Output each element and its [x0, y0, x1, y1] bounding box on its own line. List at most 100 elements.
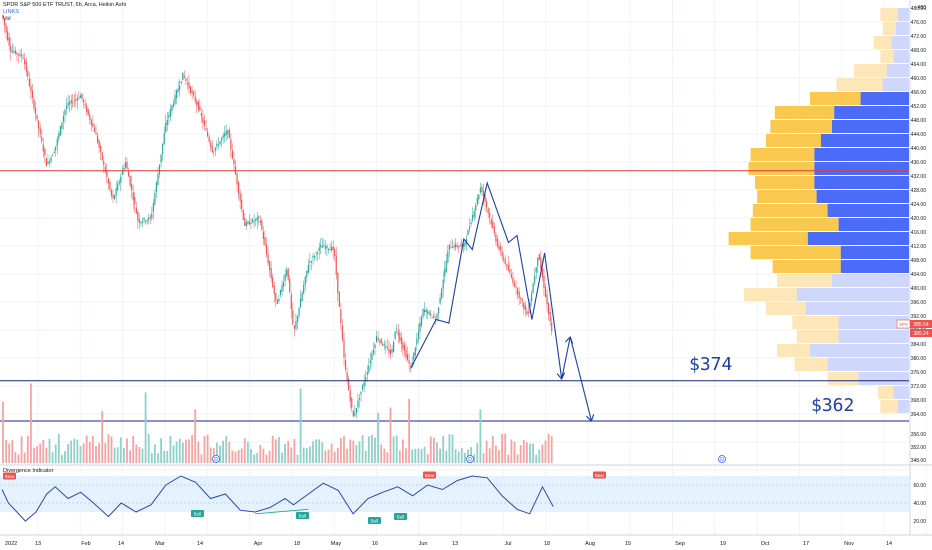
symbol-legend: SPDR S&P 500 ETF TRUST, 6h, Arca, Heikin… — [3, 2, 126, 8]
volume-bar — [460, 448, 463, 463]
volume-bar — [336, 447, 339, 463]
time-tick: 15 — [625, 541, 631, 547]
volume-bar — [479, 409, 482, 463]
candle-body — [396, 328, 398, 330]
volume-bar — [126, 438, 128, 463]
candle-body — [19, 53, 21, 56]
volume-bar — [284, 443, 286, 463]
candle-body — [33, 99, 35, 109]
volume-bar — [222, 440, 224, 463]
candle-body — [233, 158, 235, 165]
time-tick: 18 — [294, 541, 300, 547]
candle-body — [107, 178, 109, 184]
volume-bar — [488, 448, 491, 463]
volume-bar — [33, 447, 35, 463]
price-tick: 464.00 — [911, 62, 927, 68]
volume-bar — [346, 448, 348, 463]
volume-bar — [392, 436, 395, 463]
volume-bar — [305, 448, 308, 463]
volume-bar — [324, 450, 327, 463]
volume-bar — [2, 401, 4, 463]
candle-body — [512, 277, 514, 283]
candle-body — [346, 372, 348, 381]
indicator-tick: 20.00 — [913, 519, 926, 525]
candle-body — [219, 141, 221, 145]
candle-body — [224, 133, 226, 137]
volume-bar — [231, 450, 234, 463]
dividend-marker-label: D — [720, 457, 724, 463]
candle-body — [174, 95, 176, 104]
volume-bar — [147, 433, 150, 463]
volume-bar — [203, 436, 206, 463]
candle-body — [110, 189, 113, 196]
candle-body — [513, 282, 516, 287]
candle-body — [83, 100, 85, 103]
time-tick: Nov — [844, 541, 854, 547]
candle-body — [416, 338, 418, 345]
volume-bar — [54, 444, 57, 463]
volume-bar — [482, 453, 485, 463]
volume-bar — [510, 439, 513, 463]
candle-body — [419, 322, 421, 332]
candle-body — [492, 221, 494, 228]
time-tick: 16 — [372, 541, 378, 547]
volume-bar — [98, 442, 100, 463]
candle-body — [135, 207, 137, 214]
volume-bar — [445, 450, 448, 463]
candle-body — [182, 72, 184, 81]
volume-tick: 348.00 — [911, 458, 927, 464]
candle-body — [535, 267, 537, 273]
candle-body — [468, 226, 471, 230]
candle-body — [455, 244, 457, 248]
candle-body — [262, 231, 264, 239]
candle-body — [200, 112, 202, 117]
candle-body — [52, 154, 54, 156]
bull-tag-label: Bull — [299, 514, 307, 519]
candle-body — [56, 138, 58, 147]
candle-body — [389, 349, 392, 355]
candle-body — [287, 268, 289, 280]
volume-bar — [290, 447, 293, 463]
volume-bar — [64, 451, 66, 463]
candle-body — [231, 150, 233, 159]
volume-bar — [402, 439, 404, 463]
candle-body — [155, 182, 158, 192]
vp-sell-bar — [816, 190, 909, 203]
volume-bar — [420, 449, 423, 463]
candle-body — [269, 261, 271, 270]
candle-body — [337, 272, 339, 294]
time-tick: 17 — [803, 541, 809, 547]
bull-tag — [368, 517, 381, 524]
candle-body — [489, 212, 491, 218]
vp-sell-bar — [838, 330, 909, 343]
bull-tag — [296, 512, 309, 519]
candle-body — [188, 82, 190, 89]
candle-body — [420, 316, 423, 327]
candle-body — [422, 309, 424, 317]
volume-bar — [113, 447, 116, 463]
volume-bar — [191, 435, 193, 463]
candle-body — [90, 119, 92, 125]
candle-body — [98, 140, 100, 148]
candle-body — [444, 268, 446, 277]
time-tick: Oct — [761, 541, 770, 547]
candle-body — [265, 244, 268, 255]
candle-body — [95, 132, 97, 135]
price-tick: 480.00 — [911, 6, 927, 12]
candle-body — [179, 85, 181, 90]
candle-body — [544, 286, 547, 297]
candle-body — [247, 221, 249, 224]
volume-bar — [48, 438, 51, 463]
candle-body — [103, 161, 105, 165]
candle-body — [222, 135, 224, 139]
volume-bar — [250, 449, 252, 463]
vp-sell-bar — [898, 8, 909, 21]
volume-bar — [340, 437, 342, 463]
time-tick: Mar — [155, 541, 165, 547]
volume-bar — [181, 442, 184, 463]
volume-bar — [237, 450, 240, 463]
candle-body — [24, 58, 26, 64]
vp-sell-bar — [805, 302, 909, 315]
candle-body — [441, 288, 443, 299]
